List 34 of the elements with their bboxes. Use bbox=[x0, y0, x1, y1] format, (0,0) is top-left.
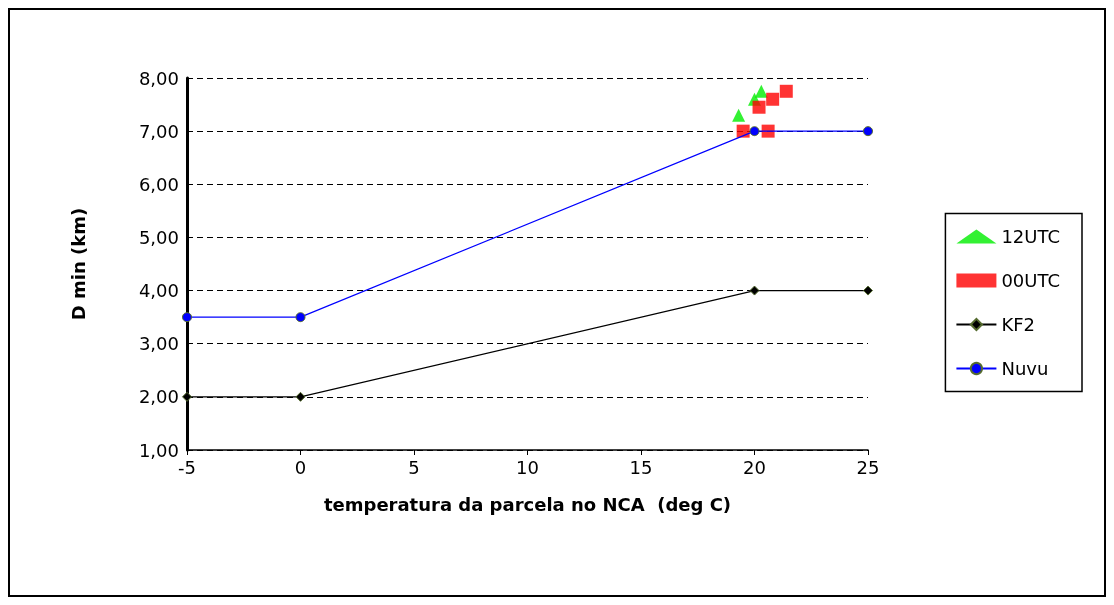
point bbox=[295, 391, 306, 402]
point bbox=[749, 285, 760, 296]
point bbox=[749, 126, 760, 137]
y-tick-label: 4,00 bbox=[138, 280, 179, 302]
x-tick-label: 0 bbox=[294, 456, 307, 478]
y-tick-label: 8,00 bbox=[138, 67, 179, 89]
point bbox=[182, 391, 192, 402]
y-tick-label: 3,00 bbox=[138, 333, 179, 355]
point bbox=[863, 126, 873, 137]
x-tick-label: 15 bbox=[629, 456, 653, 478]
point bbox=[752, 100, 766, 114]
legend-label: 12UTC bbox=[1001, 226, 1061, 247]
point bbox=[754, 84, 768, 98]
point bbox=[779, 84, 793, 98]
legend-label: KF2 bbox=[1001, 314, 1036, 335]
x-tick-label: 25 bbox=[856, 456, 880, 478]
y-tick-label: 6,00 bbox=[138, 173, 179, 195]
x-tick-label: 20 bbox=[743, 456, 766, 478]
y-tick-label: 5,00 bbox=[138, 226, 179, 248]
y-axis-title: D min (km) bbox=[67, 207, 89, 321]
x-tick-label: 10 bbox=[516, 456, 539, 478]
y-tick-label: 2,00 bbox=[138, 386, 179, 408]
point bbox=[182, 312, 192, 323]
x-axis-title: temperatura da parcela no NCA (deg C) bbox=[323, 493, 732, 515]
point bbox=[295, 312, 306, 323]
legend-label: Nuvu bbox=[1001, 358, 1049, 379]
point bbox=[863, 285, 873, 296]
point bbox=[766, 92, 780, 106]
x-tick-label: -5 bbox=[178, 456, 196, 478]
y-tick-label: 1,00 bbox=[138, 439, 179, 461]
legend-label: 00UTC bbox=[1001, 270, 1061, 291]
y-tick-label: 7,00 bbox=[138, 120, 179, 142]
point bbox=[732, 108, 746, 122]
x-tick-label: 5 bbox=[408, 456, 420, 478]
